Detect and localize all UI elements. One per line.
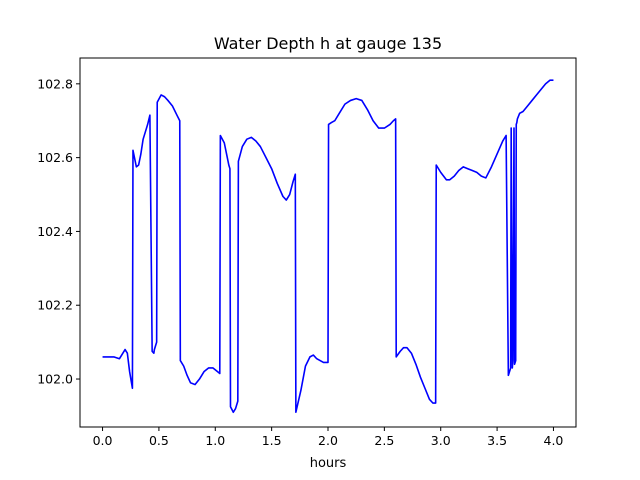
x-axis: 0.0 0.5 1.0 1.5 2.0 2.5 3.0 3.5 4.0 xyxy=(93,427,564,448)
series-layer xyxy=(102,79,554,414)
x-tick-label: 2.0 xyxy=(318,433,338,448)
x-tick-label: 1.0 xyxy=(205,433,225,448)
x-tick-label: 3.0 xyxy=(431,433,451,448)
plot-area xyxy=(79,57,577,428)
x-axis-label: hours xyxy=(310,456,347,471)
chart-title: Water Depth h at gauge 135 xyxy=(214,34,442,53)
x-tick-label: 0.0 xyxy=(93,433,113,448)
y-tick-label: 102.4 xyxy=(37,224,73,239)
y-tick-label: 102.8 xyxy=(37,76,73,91)
x-tick-label: 3.5 xyxy=(487,433,507,448)
y-axis: 102.0 102.2 102.4 102.6 102.8 xyxy=(37,76,80,387)
x-tick-label: 4.0 xyxy=(544,433,564,448)
y-tick-label: 102.2 xyxy=(37,298,73,313)
y-tick-label: 102.0 xyxy=(37,372,73,387)
x-tick-label: 2.5 xyxy=(374,433,394,448)
x-tick-label: 0.5 xyxy=(149,433,169,448)
y-tick-label: 102.6 xyxy=(37,150,73,165)
series-line-0 xyxy=(102,79,554,414)
x-tick-label: 1.5 xyxy=(262,433,282,448)
